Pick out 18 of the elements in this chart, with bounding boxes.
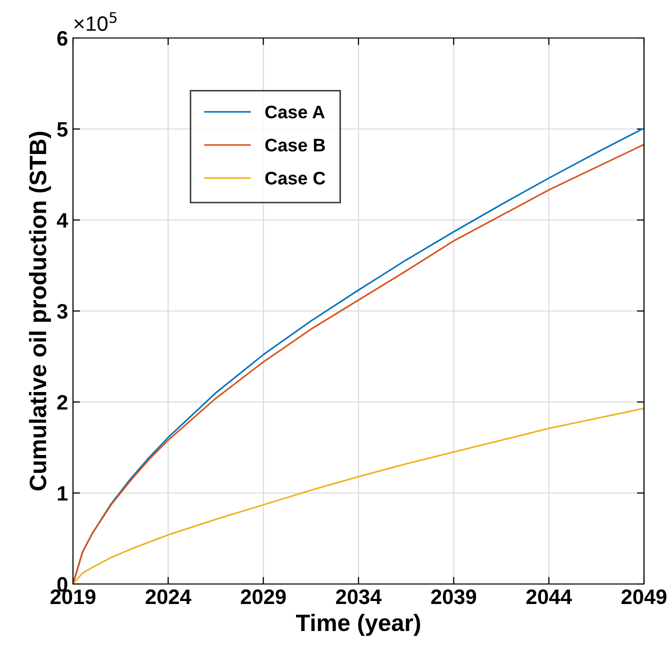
x-axis-title: Time (year) bbox=[296, 614, 420, 636]
legend-label: Case B bbox=[265, 138, 325, 152]
x-tick-label: 2039 bbox=[431, 589, 476, 604]
y-tick-label: 6 bbox=[57, 31, 68, 46]
y-tick-label: 3 bbox=[57, 304, 68, 319]
text: ×10$^{5}$ bbox=[74, 12, 117, 32]
x-tick-label: 2044 bbox=[526, 589, 572, 604]
y-tick-label: 4 bbox=[56, 213, 68, 228]
y-tick-label: 1 bbox=[58, 486, 68, 501]
x-tick-label: 2049 bbox=[622, 589, 666, 604]
legend-label: Case C bbox=[265, 172, 326, 185]
legend-label: Case A bbox=[265, 106, 325, 118]
x-tick-label: 2024 bbox=[146, 589, 192, 604]
y-tick-label: 2 bbox=[57, 395, 68, 410]
x-tick-label: 2034 bbox=[336, 589, 382, 604]
y-axis-title: Cumulative oil production (STB) bbox=[28, 132, 51, 490]
x-tick-label: 2029 bbox=[240, 589, 286, 604]
y-tick-label: 5 bbox=[57, 122, 68, 137]
